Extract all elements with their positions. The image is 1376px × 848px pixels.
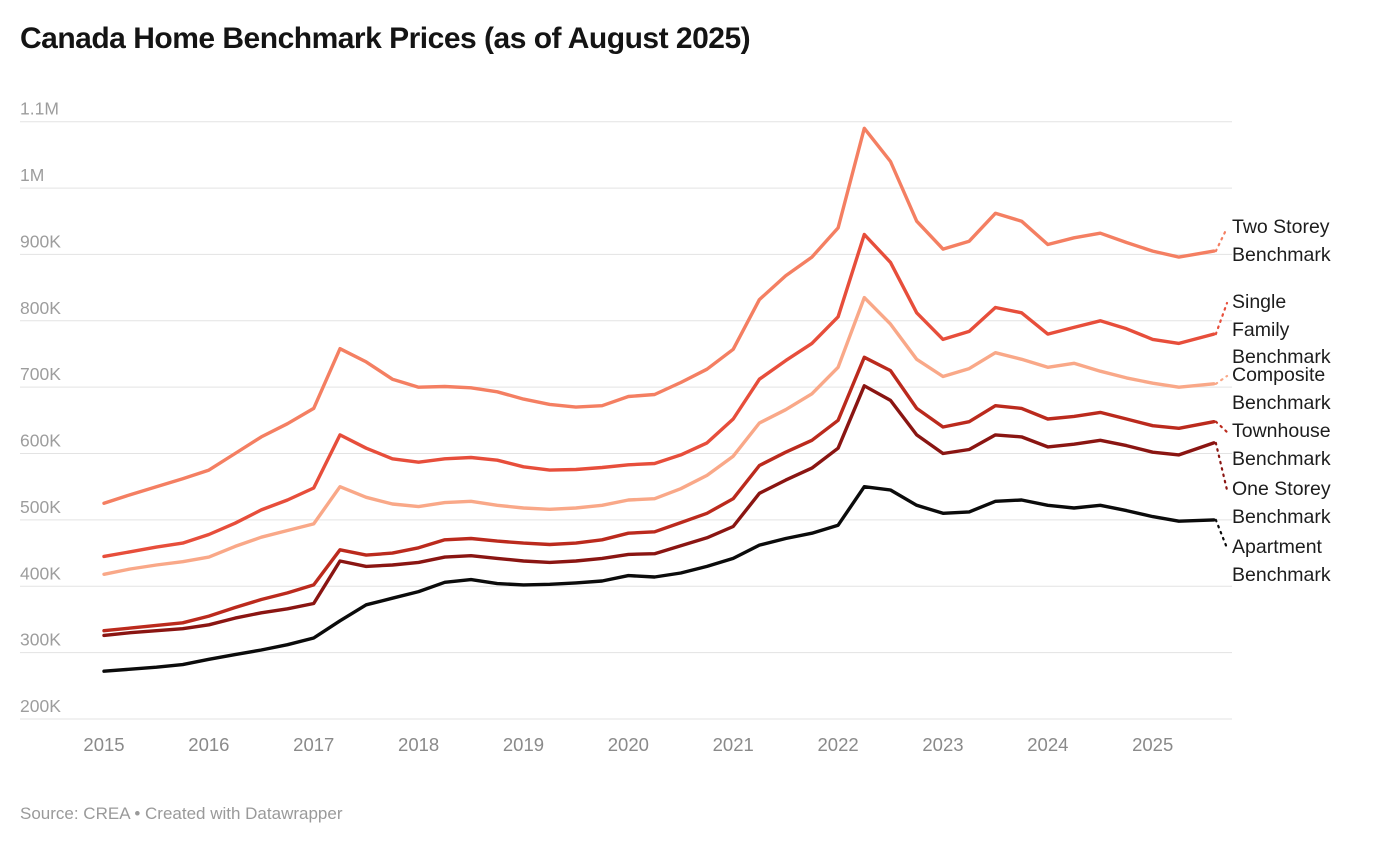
leader-line-two-storey [1214, 226, 1229, 253]
y-axis-label-600K: 600K [20, 431, 61, 451]
y-axis-label-900K: 900K [20, 231, 61, 251]
series-label-line: Benchmark [1232, 243, 1331, 266]
series-label-line: Benchmark [1232, 391, 1331, 414]
leader-line-townhouse [1214, 420, 1229, 434]
series-label-apartment: Apartment Benchmark [1232, 534, 1367, 589]
series-line-one-storey[interactable] [102, 384, 1216, 638]
x-axis-label-2019: 2019 [503, 734, 544, 755]
series-line-single-family[interactable] [102, 232, 1216, 559]
x-axis-label-2016: 2016 [188, 734, 229, 755]
y-axis-label-800K: 800K [20, 298, 61, 318]
y-axis-label-1.1M: 1.1M [20, 99, 59, 119]
series-label-one-storey: One Storey Benchmark [1232, 476, 1367, 531]
x-axis-label-2025: 2025 [1132, 734, 1173, 755]
series-label-line: Single [1232, 291, 1287, 313]
y-axis-label-1M: 1M [20, 165, 44, 185]
series-label-line: Benchmark [1232, 346, 1331, 368]
series-label-two-storey: Two Storey Benchmark [1232, 214, 1367, 269]
page-title: Canada Home Benchmark Prices (as of Augu… [20, 22, 751, 55]
series-label-line: Family [1232, 318, 1290, 341]
series-line-two-storey[interactable] [102, 126, 1216, 505]
series-label-line: Benchmark [1232, 447, 1331, 470]
source-attribution: Source: CREA • Created with Datawrapper [20, 804, 343, 823]
y-axis-label-200K: 200K [20, 696, 61, 716]
leader-line-one-storey [1214, 441, 1229, 492]
series-label-line: Townhouse [1232, 420, 1331, 442]
series-label-line: One Storey [1232, 478, 1331, 500]
x-axis-label-2021: 2021 [713, 734, 754, 755]
y-axis-label-500K: 500K [20, 497, 61, 517]
series-line-apartment[interactable] [102, 485, 1216, 673]
y-axis-label-400K: 400K [20, 563, 61, 583]
series-label-composite: Composite Benchmark [1232, 362, 1367, 417]
series-label-townhouse: Townhouse Benchmark [1232, 418, 1367, 473]
leader-line-single-family [1214, 301, 1229, 336]
x-axis-label-2018: 2018 [398, 734, 439, 755]
series-label-line: Benchmark [1232, 505, 1331, 528]
x-axis-label-2017: 2017 [293, 734, 334, 755]
series-label-line: Composite [1232, 364, 1326, 386]
series-label-line: Two Storey [1232, 216, 1330, 238]
leader-line-apartment [1214, 518, 1229, 550]
series-line-composite[interactable] [102, 295, 1216, 576]
x-axis-label-2023: 2023 [922, 734, 963, 755]
series-label-single-family: Single Family Benchmark [1232, 289, 1367, 372]
series-label-line: Apartment [1232, 536, 1322, 558]
leader-line-composite [1214, 374, 1229, 385]
x-axis-label-2022: 2022 [818, 734, 859, 755]
x-axis-label-2024: 2024 [1027, 734, 1068, 755]
x-axis-label-2015: 2015 [83, 734, 124, 755]
series-label-line: Benchmark [1232, 563, 1331, 586]
y-axis-label-300K: 300K [20, 630, 61, 650]
x-axis-label-2020: 2020 [608, 734, 649, 755]
series-line-townhouse[interactable] [102, 355, 1216, 633]
y-axis-label-700K: 700K [20, 364, 61, 384]
